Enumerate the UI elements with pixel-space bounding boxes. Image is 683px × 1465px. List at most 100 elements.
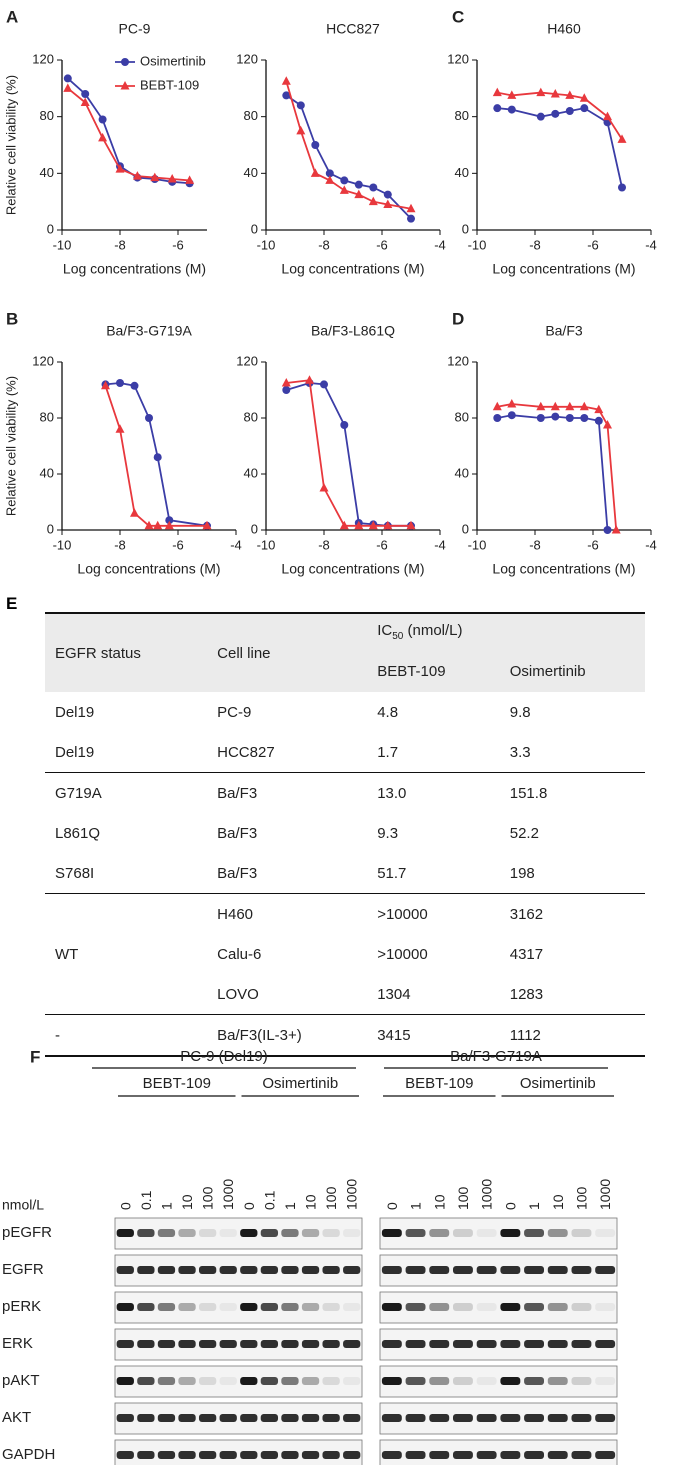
band	[405, 1414, 426, 1422]
table-cell: Ba/F3	[217, 864, 258, 882]
x-tick-label: -10	[53, 237, 72, 252]
band	[571, 1229, 592, 1237]
y-tick-label: 80	[40, 108, 54, 123]
band	[547, 1229, 568, 1237]
table-row: Calu-6 >10000 4317	[45, 934, 645, 974]
blot-frame	[114, 1217, 363, 1250]
band	[571, 1303, 592, 1311]
series-line	[285, 94, 412, 220]
table-row: L861Q Ba/F3 9.3 52.2	[45, 813, 645, 853]
band	[381, 1340, 402, 1348]
series-line	[67, 87, 190, 182]
band	[381, 1377, 402, 1385]
y-tick-label: 80	[455, 108, 469, 123]
x-tick-label: -10	[468, 537, 487, 552]
band	[219, 1340, 237, 1348]
data-point	[536, 112, 545, 121]
band	[500, 1340, 521, 1348]
band	[301, 1451, 320, 1459]
y-tick-label: 40	[40, 165, 54, 180]
band	[157, 1414, 176, 1422]
panel-label: C	[452, 7, 464, 26]
table-cell: 3.3	[509, 743, 531, 761]
band	[452, 1451, 473, 1459]
band	[301, 1414, 320, 1422]
table-cell: >10000	[367, 893, 500, 934]
data-point	[319, 483, 329, 492]
band	[240, 1377, 258, 1385]
band	[116, 1340, 134, 1348]
band	[595, 1377, 616, 1385]
dose-label: 1000	[344, 1179, 360, 1210]
y-axis-label: Relative cell viability (%)	[3, 376, 18, 516]
table-cell: Del19	[55, 703, 95, 721]
data-point	[406, 520, 416, 530]
band	[452, 1303, 473, 1311]
panel-label: D	[452, 309, 464, 328]
block-title: PC-9 (Del19)	[180, 1048, 268, 1065]
band	[343, 1266, 361, 1274]
table-row: S768I Ba/F3 51.7 198	[45, 853, 645, 894]
band	[178, 1414, 196, 1422]
data-point	[340, 421, 349, 429]
data-point	[507, 90, 517, 99]
charts: 0 40 80 120 -10 -8 -6 PC-9 Log concentrations (M…	[3, 7, 656, 577]
header-text: (nmol/L)	[407, 622, 463, 639]
band	[476, 1377, 497, 1385]
series-line	[285, 80, 412, 210]
table-cell: 4.8	[377, 703, 399, 721]
band	[260, 1377, 279, 1385]
band	[405, 1451, 426, 1459]
data-point	[354, 180, 363, 189]
band	[476, 1340, 497, 1348]
band	[500, 1229, 521, 1237]
blot-frame	[114, 1365, 363, 1398]
band	[381, 1266, 402, 1274]
dose-label: 10	[550, 1194, 566, 1210]
band	[322, 1377, 340, 1385]
band	[322, 1451, 340, 1459]
band	[137, 1303, 155, 1311]
y-tick-label: 80	[40, 409, 54, 424]
dose-label: 100	[200, 1186, 216, 1210]
y-tick-label: 120	[32, 353, 54, 368]
band	[178, 1451, 196, 1459]
data-point	[130, 381, 139, 390]
data-point	[580, 414, 589, 422]
data-point	[311, 141, 320, 149]
band	[157, 1451, 176, 1459]
table-cell: 3415	[367, 1014, 500, 1057]
band	[281, 1414, 299, 1422]
band	[281, 1377, 299, 1385]
x-tick-label: -4	[434, 537, 446, 552]
data-point	[165, 516, 174, 525]
band	[301, 1377, 320, 1385]
table-cell: 151.8	[499, 772, 645, 813]
legend-label: Osimertinib	[140, 53, 206, 68]
row-label: pEGFR	[2, 1224, 52, 1241]
data-point	[81, 90, 90, 98]
band	[157, 1340, 176, 1348]
band	[178, 1229, 196, 1237]
blot-frame	[114, 1402, 363, 1435]
band	[240, 1414, 258, 1422]
y-tick-label: 80	[244, 409, 258, 424]
table-row: LOVO 1304 1283	[45, 974, 645, 1015]
band	[178, 1303, 196, 1311]
band	[343, 1377, 361, 1385]
x-axis-label: Log concentrations (M)	[492, 561, 635, 577]
data-point	[407, 214, 415, 223]
dose-label: 100	[573, 1186, 589, 1210]
band	[500, 1414, 521, 1422]
band	[301, 1303, 320, 1311]
table-row: Del19 HCC827 1.7 3.3	[45, 732, 645, 773]
band	[157, 1303, 176, 1311]
dose-label: 10	[179, 1194, 195, 1210]
data-point	[281, 378, 291, 387]
header-cell: Cell line	[207, 612, 368, 692]
y-tick-label: 40	[40, 465, 54, 480]
data-point	[101, 380, 110, 390]
x-tick-label: -8	[529, 537, 541, 552]
table-cell: WT	[45, 893, 208, 1015]
data-point	[130, 508, 139, 517]
